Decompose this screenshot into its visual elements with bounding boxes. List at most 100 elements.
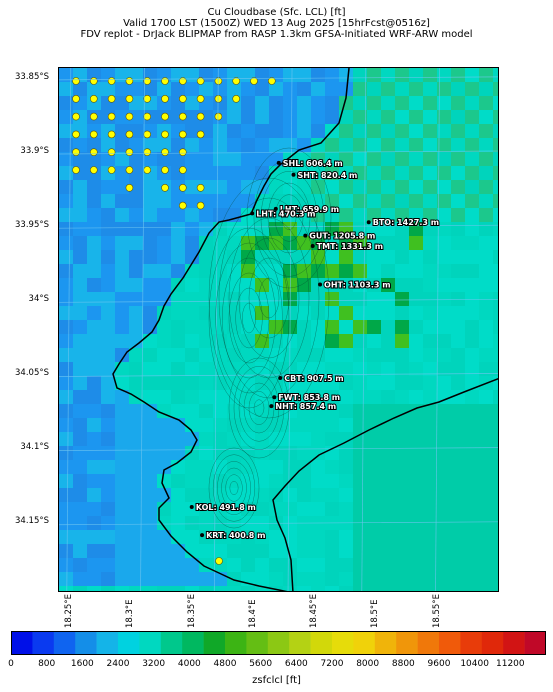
grid-cell (73, 376, 88, 391)
grid-cell (283, 110, 298, 125)
colorbar-frame (11, 631, 546, 655)
grid-cell (171, 558, 186, 573)
grid-cell (381, 250, 396, 265)
grid-cell (423, 250, 438, 265)
cumulus-marker (161, 112, 169, 121)
grid-cell (129, 250, 144, 265)
station-dot (200, 533, 205, 538)
grid-cell (325, 166, 340, 181)
grid-cell (325, 558, 340, 573)
contour-line (222, 257, 276, 379)
grid-cell (143, 432, 158, 447)
grid-cell (479, 404, 494, 419)
grid-cell (367, 110, 382, 125)
grid-cell (227, 572, 242, 587)
grid-cell (353, 236, 368, 251)
grid-cell (227, 82, 242, 97)
grid-cell (451, 404, 466, 419)
grid-cell (325, 68, 340, 83)
grid-cell (73, 488, 88, 503)
grid-cell (493, 68, 498, 83)
grid-cell (59, 572, 74, 587)
grid-cell (479, 362, 494, 377)
grid-cell (269, 544, 284, 559)
grid-cell (157, 362, 172, 377)
grid-cell (199, 208, 214, 223)
grid-cell (367, 502, 382, 517)
grid-cell (255, 138, 270, 153)
grid-cell (325, 348, 340, 363)
grid-cell (367, 236, 382, 251)
grid-cell (395, 68, 410, 83)
grid-cell (59, 334, 74, 349)
colorbar-tick-label: 9600 (427, 659, 451, 669)
grid-cell (115, 222, 130, 237)
grid-cell (479, 390, 494, 405)
grid-cell (437, 124, 452, 139)
grid-cell (157, 264, 172, 279)
grid-cell (311, 362, 326, 377)
colorbar-swatch (139, 631, 162, 655)
grid-cell (185, 152, 200, 167)
grid-cell (451, 68, 466, 83)
grid-cell (367, 194, 382, 209)
grid-cell (227, 292, 242, 307)
grid-cell (381, 292, 396, 307)
grid-cell (395, 278, 410, 293)
grid-cell (241, 96, 256, 111)
cumulus-marker (72, 77, 80, 85)
colorbar-swatch (332, 631, 354, 655)
grid-cell (129, 460, 144, 475)
grid-cell (339, 516, 354, 531)
grid-cell (465, 96, 480, 111)
colorbar-swatch (267, 631, 290, 655)
grid-cell (101, 292, 116, 307)
grid-cell (353, 474, 368, 489)
grid-cell (325, 138, 340, 153)
grid-cell (101, 390, 116, 405)
grid-cell (73, 362, 88, 377)
contour-line (258, 277, 280, 319)
cumulus-marker (268, 77, 276, 85)
grid-cell (227, 334, 242, 349)
cumulus-marker (161, 184, 169, 192)
colorbar-swatch (75, 631, 97, 655)
grid-cell (115, 572, 130, 587)
cumulus-marker (125, 148, 134, 156)
grid-cell (409, 348, 424, 363)
grid-cell (409, 530, 424, 545)
grid-cell (451, 502, 466, 517)
grid-cell (465, 334, 480, 349)
grid-cell (129, 110, 144, 125)
grid-cell (255, 320, 270, 335)
grid-cell (213, 362, 228, 377)
grid-cell (73, 264, 88, 279)
grid-cell (213, 516, 228, 531)
grid-cell (325, 502, 340, 517)
grid-cell (437, 530, 452, 545)
colorbar-swatch (353, 631, 376, 655)
grid-cell (395, 82, 410, 97)
grid-cell (115, 292, 130, 307)
grid-cell (367, 348, 382, 363)
grid-cell (283, 348, 298, 363)
grid-cell (395, 138, 410, 153)
grid-cell (465, 208, 480, 223)
grid-cell (423, 96, 438, 111)
cumulus-marker (161, 148, 169, 156)
grid-cell (367, 250, 382, 265)
grid-cell (395, 432, 410, 447)
grid-cell (297, 432, 312, 447)
grid-cell (353, 502, 368, 517)
cloudbase-map[interactable]: SHL: 606.4 m SHT: 820.4 m LHT: 659.9 m LHT:… (58, 67, 499, 592)
lat-label-33.95: 33.95°S (15, 220, 49, 230)
grid-cell (367, 488, 382, 503)
grid-cell (465, 180, 480, 195)
grid-cell (59, 96, 74, 111)
grid-cell (451, 488, 466, 503)
colorbar-tick-label: 800 (38, 659, 56, 669)
grid-cell (493, 376, 498, 391)
grid-cell (339, 208, 354, 223)
grid-cell (437, 502, 452, 517)
grid-cell (213, 418, 228, 433)
